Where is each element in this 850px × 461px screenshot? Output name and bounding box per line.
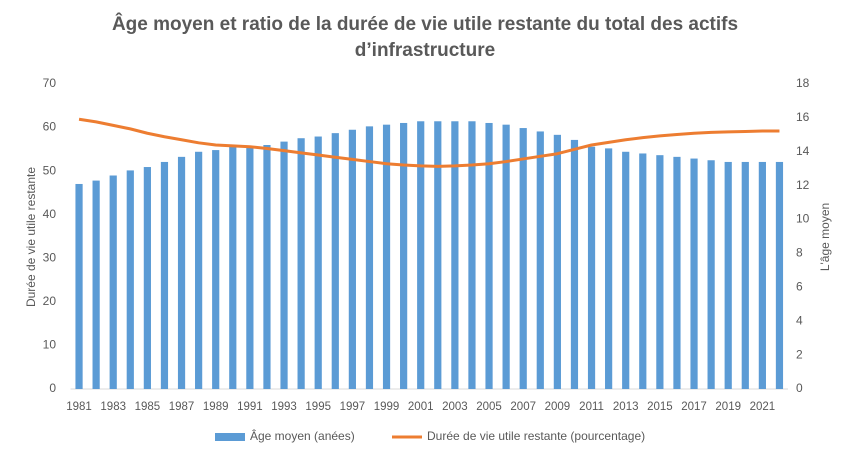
y-tick-label: 60 [43, 120, 57, 134]
y2-tick-label: 4 [796, 313, 803, 327]
bar [75, 183, 83, 389]
bar [570, 139, 579, 389]
bar [177, 156, 186, 389]
bar [468, 121, 476, 390]
y2-tick-label: 8 [796, 246, 803, 260]
bar [707, 160, 715, 389]
y2-tick-label: 2 [796, 347, 803, 361]
x-tick-label: 2015 [647, 401, 673, 413]
bar [553, 134, 561, 389]
x-tick-label: 2019 [715, 401, 741, 413]
y2-tick-label: 16 [796, 110, 810, 124]
y-tick-label: 50 [43, 163, 57, 177]
x-tick-label: 2001 [408, 401, 434, 413]
bar [673, 156, 681, 389]
bar [451, 121, 459, 390]
bar [400, 122, 408, 389]
x-tick-label: 1997 [340, 401, 366, 413]
y2-tick-label: 14 [796, 144, 810, 158]
bar [587, 146, 596, 389]
y-tick-label: 30 [43, 250, 57, 264]
bar [212, 150, 220, 389]
bar [434, 121, 442, 390]
bar [656, 155, 664, 389]
x-tick-label: 2005 [476, 401, 502, 413]
bar [195, 151, 203, 389]
bar [126, 170, 134, 389]
y2-axis-title: L'âge moyen [818, 203, 832, 271]
y2-tick-label: 12 [796, 178, 810, 192]
legend-label: Âge moyen (anées) [250, 428, 355, 443]
x-tick-label: 1983 [100, 401, 126, 413]
bar [314, 136, 322, 389]
legend-label: Durée de vie utile restante (pourcentage… [427, 429, 645, 443]
x-tick-label: 1999 [374, 401, 400, 413]
bar [280, 141, 288, 389]
y2-tick-label: 6 [796, 280, 803, 294]
x-tick-label: 1989 [203, 401, 229, 413]
legend-swatch [215, 433, 245, 441]
y-tick-label: 70 [43, 76, 57, 90]
bar [229, 146, 237, 389]
y-axis-title: Durée de vie utile restante [24, 167, 38, 307]
line [78, 117, 780, 168]
x-tick-label: 1987 [169, 401, 195, 413]
x-tick-label: 1995 [305, 401, 331, 413]
y2-tick-label: 0 [796, 381, 803, 395]
bar [502, 124, 510, 390]
x-tick-label: 2017 [681, 401, 707, 413]
bar [263, 145, 271, 389]
bar [690, 158, 698, 389]
bar [622, 151, 630, 389]
bar [382, 124, 391, 390]
bar [741, 161, 749, 389]
x-tick-label: 1985 [135, 401, 161, 413]
x-tick-label: 2013 [613, 401, 639, 413]
bar [519, 128, 527, 390]
bar [92, 180, 100, 389]
x-tick-label: 1993 [271, 401, 297, 413]
y-tick-label: 10 [43, 338, 57, 352]
bar [536, 131, 544, 389]
x-tick-label: 1981 [66, 401, 92, 413]
bar [143, 167, 151, 389]
x-tick-label: 1991 [237, 401, 263, 413]
y-tick-label: 0 [49, 381, 56, 395]
bar [348, 129, 356, 389]
bar [605, 148, 613, 389]
x-tick-label: 2009 [545, 401, 571, 413]
bar [297, 138, 305, 389]
bar [365, 126, 374, 389]
bar [775, 161, 784, 389]
y-tick-label: 40 [43, 207, 57, 221]
bar [246, 146, 254, 389]
bar [485, 122, 493, 389]
chart-title: Âge moyen et ratio de la durée de vie ut… [111, 14, 739, 61]
bar [160, 161, 169, 389]
y2-tick-label: 18 [796, 76, 810, 90]
y-tick-label: 20 [43, 294, 57, 308]
bar [417, 121, 425, 390]
bar [639, 153, 647, 389]
bar [331, 133, 339, 389]
x-tick-label: 2021 [750, 401, 776, 413]
x-tick-label: 2003 [442, 401, 468, 413]
y2-tick-label: 10 [796, 212, 810, 226]
bar [109, 175, 117, 389]
bar [724, 161, 732, 389]
bar [758, 161, 766, 389]
x-tick-label: 2007 [510, 401, 536, 413]
x-tick-label: 2011 [579, 401, 604, 413]
